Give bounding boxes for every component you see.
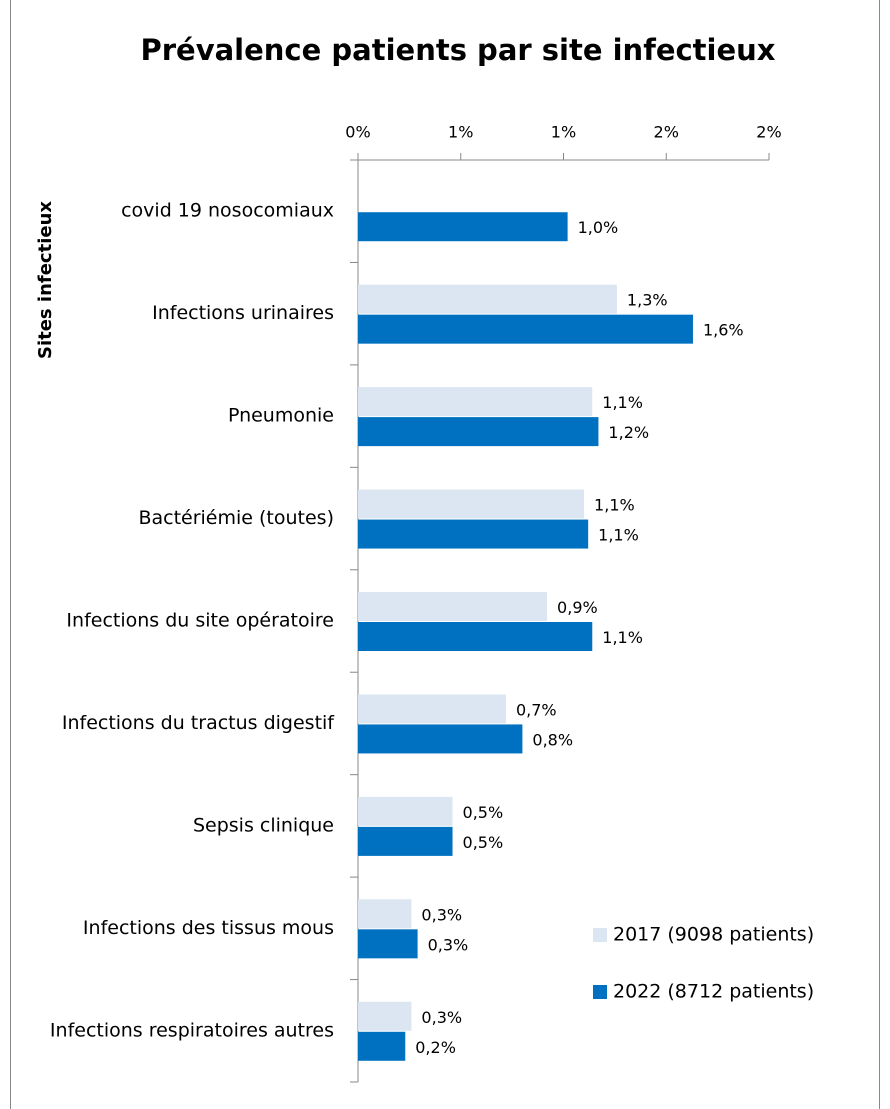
y-tick-label: Infections urinaires: [152, 302, 334, 324]
data-label: 1,2%: [608, 423, 649, 442]
bar: [358, 592, 548, 621]
data-label: 0,8%: [532, 730, 573, 749]
y-tick-label: Infections respiratoires autres: [50, 1019, 334, 1041]
bar: [358, 1001, 412, 1031]
bar: [358, 796, 453, 826]
data-label: 0,9%: [557, 598, 598, 617]
x-tick-label: 1%: [551, 123, 576, 142]
y-tick-label: Sepsis clinique: [193, 814, 334, 836]
bar: [358, 929, 418, 959]
x-tick-label: 2%: [756, 123, 781, 142]
data-label: 0,2%: [415, 1038, 456, 1057]
data-label: 0,3%: [421, 905, 462, 924]
bar: [358, 694, 506, 724]
bar: [358, 826, 453, 856]
x-tick-label: 1%: [448, 123, 473, 142]
data-label: 1,1%: [594, 496, 635, 515]
bar: [358, 387, 593, 417]
legend-swatch: [593, 928, 607, 942]
data-label: 1,1%: [602, 393, 643, 412]
x-tick-label: 0%: [345, 123, 370, 142]
x-tick-label: 2%: [654, 123, 679, 142]
bar: [358, 314, 693, 344]
bar: [358, 417, 599, 447]
data-label: 0,7%: [516, 700, 557, 719]
bar: [358, 622, 593, 651]
y-tick-label: Bactériémie (toutes): [138, 507, 334, 529]
chart-title: Prévalence patients par site infectieux: [140, 33, 775, 67]
data-label: 1,6%: [703, 321, 744, 340]
data-label: 0,3%: [428, 935, 469, 954]
data-label: 0,3%: [421, 1008, 462, 1027]
y-tick-label: Infections du site opératoire: [66, 610, 334, 632]
y-axis-label: Sites infectieux: [35, 201, 56, 359]
bar: [358, 724, 523, 754]
data-label: 1,1%: [598, 526, 639, 545]
data-label: 0,5%: [463, 833, 504, 852]
bar: [358, 489, 585, 519]
legend-label: 2022 (8712 patients): [613, 981, 814, 1003]
data-label: 1,0%: [578, 218, 619, 237]
bar: [358, 519, 589, 549]
y-tick-label: Pneumonie: [228, 405, 334, 427]
y-tick-label: Infections du tractus digestif: [62, 712, 335, 734]
y-tick-label: Infections des tissus mous: [83, 917, 334, 939]
data-label: 1,1%: [602, 628, 643, 647]
data-label: 1,3%: [627, 291, 668, 310]
bar: [358, 1031, 406, 1061]
bar: [358, 899, 412, 929]
data-label: 0,5%: [463, 803, 504, 822]
frame: [10, 0, 880, 1109]
legend-label: 2017 (9098 patients): [613, 924, 814, 946]
bar: [358, 284, 617, 314]
bar: [358, 212, 568, 242]
legend-swatch: [593, 985, 607, 999]
y-tick-label: covid 19 nosocomiaux: [121, 200, 334, 222]
